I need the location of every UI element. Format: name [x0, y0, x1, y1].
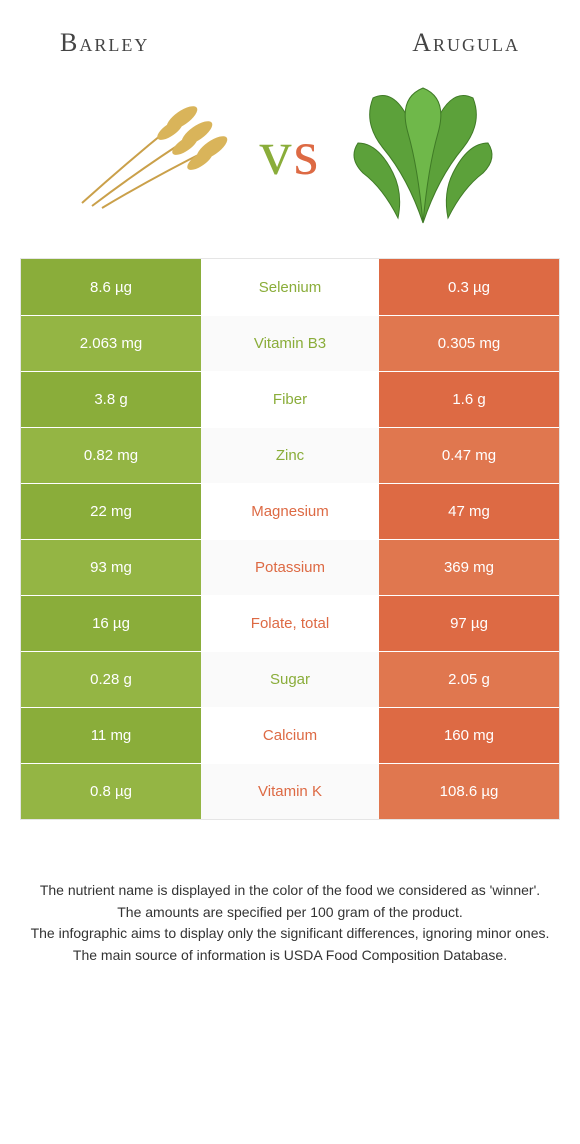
- left-value-cell: 16 µg: [21, 596, 201, 651]
- table-row: 93 mgPotassium369 mg: [21, 539, 559, 595]
- table-row: 0.82 mgZinc0.47 mg: [21, 427, 559, 483]
- hero-row: vs: [0, 68, 580, 258]
- table-row: 3.8 gFiber1.6 g: [21, 371, 559, 427]
- right-food-image: [338, 78, 508, 228]
- comparison-table: 8.6 µgSelenium0.3 µg2.063 mgVitamin B30.…: [20, 258, 560, 820]
- left-value-cell: 22 mg: [21, 484, 201, 539]
- nutrient-name-cell: Magnesium: [201, 484, 379, 539]
- footer-line-1: The nutrient name is displayed in the co…: [28, 880, 552, 902]
- table-row: 8.6 µgSelenium0.3 µg: [21, 259, 559, 315]
- table-row: 16 µgFolate, total97 µg: [21, 595, 559, 651]
- nutrient-name-cell: Vitamin B3: [201, 316, 379, 371]
- table-row: 11 mgCalcium160 mg: [21, 707, 559, 763]
- left-value-cell: 11 mg: [21, 708, 201, 763]
- nutrient-name-cell: Vitamin K: [201, 764, 379, 819]
- left-value-cell: 8.6 µg: [21, 259, 201, 315]
- nutrient-name-cell: Potassium: [201, 540, 379, 595]
- footer-line-2: The amounts are specified per 100 gram o…: [28, 902, 552, 924]
- nutrient-name-cell: Sugar: [201, 652, 379, 707]
- right-value-cell: 2.05 g: [379, 652, 559, 707]
- nutrient-name-cell: Calcium: [201, 708, 379, 763]
- left-food-image: [72, 78, 242, 228]
- right-food-title: Arugula: [412, 28, 520, 58]
- left-value-cell: 0.82 mg: [21, 428, 201, 483]
- footer-line-3: The infographic aims to display only the…: [28, 923, 552, 945]
- table-row: 0.28 gSugar2.05 g: [21, 651, 559, 707]
- right-value-cell: 47 mg: [379, 484, 559, 539]
- right-value-cell: 97 µg: [379, 596, 559, 651]
- left-value-cell: 0.8 µg: [21, 764, 201, 819]
- header: Barley Arugula: [0, 0, 580, 68]
- right-value-cell: 160 mg: [379, 708, 559, 763]
- right-value-cell: 1.6 g: [379, 372, 559, 427]
- left-food-title: Barley: [60, 28, 149, 58]
- right-value-cell: 369 mg: [379, 540, 559, 595]
- left-value-cell: 2.063 mg: [21, 316, 201, 371]
- table-row: 2.063 mgVitamin B30.305 mg: [21, 315, 559, 371]
- nutrient-name-cell: Folate, total: [201, 596, 379, 651]
- nutrient-name-cell: Selenium: [201, 259, 379, 315]
- vs-label: vs: [260, 116, 321, 190]
- table-row: 0.8 µgVitamin K108.6 µg: [21, 763, 559, 819]
- right-value-cell: 0.3 µg: [379, 259, 559, 315]
- footer-notes: The nutrient name is displayed in the co…: [0, 820, 580, 967]
- left-value-cell: 0.28 g: [21, 652, 201, 707]
- nutrient-name-cell: Zinc: [201, 428, 379, 483]
- left-value-cell: 3.8 g: [21, 372, 201, 427]
- right-value-cell: 0.47 mg: [379, 428, 559, 483]
- right-value-cell: 0.305 mg: [379, 316, 559, 371]
- right-value-cell: 108.6 µg: [379, 764, 559, 819]
- footer-line-4: The main source of information is USDA F…: [28, 945, 552, 967]
- nutrient-name-cell: Fiber: [201, 372, 379, 427]
- table-row: 22 mgMagnesium47 mg: [21, 483, 559, 539]
- left-value-cell: 93 mg: [21, 540, 201, 595]
